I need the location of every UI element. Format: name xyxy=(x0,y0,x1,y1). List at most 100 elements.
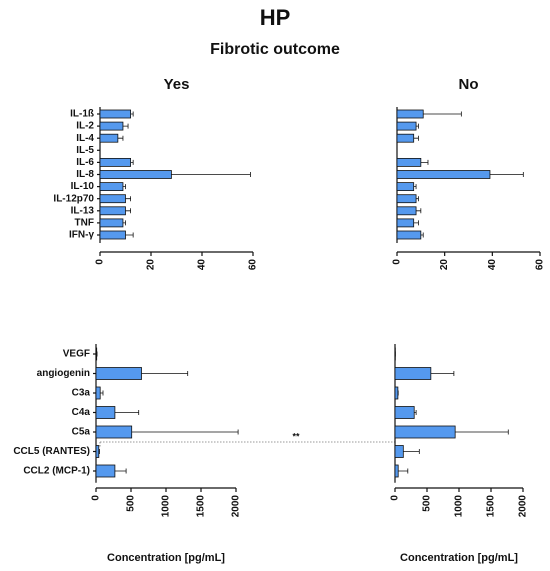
panel-title: No xyxy=(459,76,479,93)
bar xyxy=(396,133,415,143)
error-bar xyxy=(420,232,424,238)
bar xyxy=(99,121,124,131)
error-bar xyxy=(141,371,189,376)
error-bar xyxy=(423,111,462,117)
x-tick-label: 60 xyxy=(248,259,259,271)
x-tick-label: 0 xyxy=(95,259,106,265)
x-axis-label: Concentration [pg/mL] xyxy=(107,552,225,564)
bar xyxy=(396,194,417,204)
bar xyxy=(99,230,126,240)
bar xyxy=(99,194,126,204)
bar xyxy=(95,445,100,458)
bar xyxy=(396,182,415,192)
bar xyxy=(396,157,422,167)
bar xyxy=(394,386,399,400)
bar xyxy=(95,367,142,380)
error-bar xyxy=(100,390,104,396)
x-axis-label: Concentration [pg/mL] xyxy=(400,552,518,564)
error-bar xyxy=(398,468,409,474)
bar xyxy=(99,170,172,179)
x-tick-label: 500 xyxy=(422,495,433,512)
y-tick-label: C5a xyxy=(72,427,91,438)
bar xyxy=(396,230,422,240)
error-bar xyxy=(130,159,134,165)
y-tick-label: IL-5 xyxy=(76,145,94,156)
x-tick-label: 40 xyxy=(487,259,498,271)
error-bar xyxy=(125,208,131,214)
bar xyxy=(396,121,417,131)
error-bar xyxy=(125,232,134,238)
x-tick-label: 1500 xyxy=(486,495,497,518)
y-tick-label: angiogenin xyxy=(37,368,90,379)
x-tick-label: 500 xyxy=(126,495,137,512)
significance-label: ** xyxy=(292,431,300,441)
y-tick-label: IL-1ß xyxy=(70,109,94,120)
bar xyxy=(99,133,119,143)
error-bar xyxy=(414,410,417,415)
x-tick-label: 1500 xyxy=(196,495,207,518)
error-bar xyxy=(125,196,131,202)
error-bar xyxy=(131,429,239,435)
bar xyxy=(95,464,116,478)
error-bar xyxy=(455,429,509,435)
bar xyxy=(394,406,415,419)
bar xyxy=(396,218,415,228)
error-bar xyxy=(413,220,419,226)
bar xyxy=(99,218,124,228)
figure-subtitle: Fibrotic outcome xyxy=(210,41,340,58)
bar xyxy=(396,170,491,179)
y-tick-label: VEGF xyxy=(63,349,90,360)
bar xyxy=(394,367,432,380)
error-bar xyxy=(420,159,429,165)
y-tick-label: IFN-γ xyxy=(69,230,94,241)
error-bar xyxy=(416,208,422,214)
y-tick-label: IL-13 xyxy=(71,205,95,216)
figure-title: HP xyxy=(260,5,291,30)
error-bar xyxy=(130,111,134,117)
x-tick-label: 60 xyxy=(535,259,546,271)
x-tick-label: 0 xyxy=(392,259,403,265)
bar xyxy=(99,182,124,192)
y-tick-label: IL-2 xyxy=(76,121,94,132)
error-bar xyxy=(114,468,127,474)
error-bar xyxy=(171,172,251,177)
error-bar xyxy=(403,449,420,454)
y-tick-label: CCL5 (RANTES) xyxy=(13,446,90,457)
x-tick-label: 2000 xyxy=(518,495,529,518)
bar xyxy=(394,425,456,439)
y-tick-label: IL-8 xyxy=(76,169,94,180)
error-bar xyxy=(489,172,524,177)
bar xyxy=(99,206,126,216)
panel-title: Yes xyxy=(164,76,190,93)
bar xyxy=(396,109,424,119)
bar xyxy=(95,406,116,419)
x-tick-label: 2000 xyxy=(231,495,242,518)
error-bar xyxy=(413,135,419,141)
bar xyxy=(99,157,132,167)
x-tick-label: 0 xyxy=(390,495,401,501)
y-tick-label: CCL2 (MCP-1) xyxy=(23,466,90,477)
error-bar xyxy=(117,135,124,141)
error-bar xyxy=(122,123,129,129)
error-bar xyxy=(416,196,419,202)
x-tick-label: 0 xyxy=(91,495,102,501)
bar xyxy=(95,425,133,439)
y-tick-label: C3a xyxy=(72,388,91,399)
bar xyxy=(95,386,101,400)
error-bar xyxy=(114,410,140,415)
y-tick-label: IL-10 xyxy=(71,181,95,192)
x-tick-label: 20 xyxy=(146,259,157,271)
error-bar xyxy=(413,184,417,190)
bar xyxy=(396,206,417,216)
x-tick-label: 1000 xyxy=(454,495,465,518)
x-tick-label: 1000 xyxy=(161,495,172,518)
error-bar xyxy=(98,449,100,454)
y-tick-label: IL-12p70 xyxy=(53,193,94,204)
error-bar xyxy=(430,371,455,376)
y-tick-label: IL-6 xyxy=(76,157,94,168)
y-tick-label: C4a xyxy=(72,407,91,418)
bar xyxy=(95,347,98,361)
error-bar xyxy=(122,184,126,190)
x-tick-label: 20 xyxy=(439,259,450,271)
